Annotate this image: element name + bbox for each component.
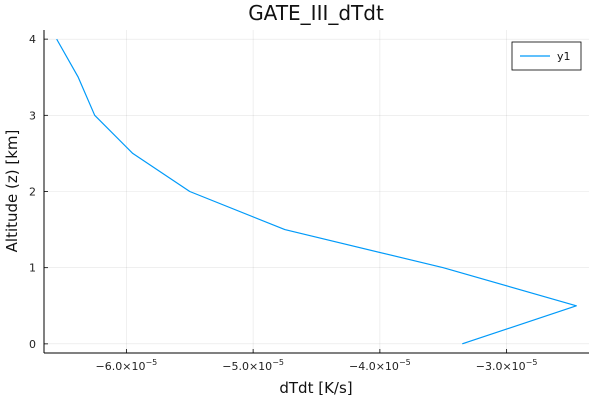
y-tick-label: 1 (29, 262, 36, 275)
series-line-y1 (56, 38, 577, 345)
axes (43, 30, 589, 354)
x-tick-exponent: −5 (399, 358, 411, 367)
x-tick-exponent: −5 (272, 358, 284, 367)
x-tick-mantissa: −4.0×10 (349, 360, 399, 373)
x-tick-label: −6.0×10−5 (96, 358, 158, 373)
x-tick-mantissa: −5.0×10 (222, 360, 272, 373)
y-axis-title: Altitude (z) [km] (3, 130, 21, 253)
series-layer (56, 38, 577, 345)
x-tick-exponent: −5 (526, 358, 538, 367)
legend-label: y1 (557, 50, 571, 63)
y-tick-label: 0 (29, 338, 36, 351)
x-tick-label: −4.0×10−5 (349, 358, 411, 373)
x-tick-mantissa: −6.0×10 (96, 360, 146, 373)
x-tick-mantissa: −3.0×10 (476, 360, 526, 373)
tick-labels: −6.0×10−5 −5.0×10−5 −4.0×10−5 −3.0×10−50123… (29, 33, 537, 373)
y-tick-label: 4 (29, 33, 36, 46)
legend: y1 (511, 41, 582, 71)
x-axis-title: dTdt [K/s] (279, 379, 352, 397)
chart-title: GATE_III_dTdt (248, 1, 384, 25)
x-tick-label: −5.0×10−5 (222, 358, 284, 373)
y-tick-label: 2 (29, 186, 36, 199)
y-tick-label: 3 (29, 109, 36, 122)
grid-lines (44, 30, 589, 353)
x-tick-exponent: −5 (145, 358, 157, 367)
x-tick-label: −3.0×10−5 (476, 358, 538, 373)
